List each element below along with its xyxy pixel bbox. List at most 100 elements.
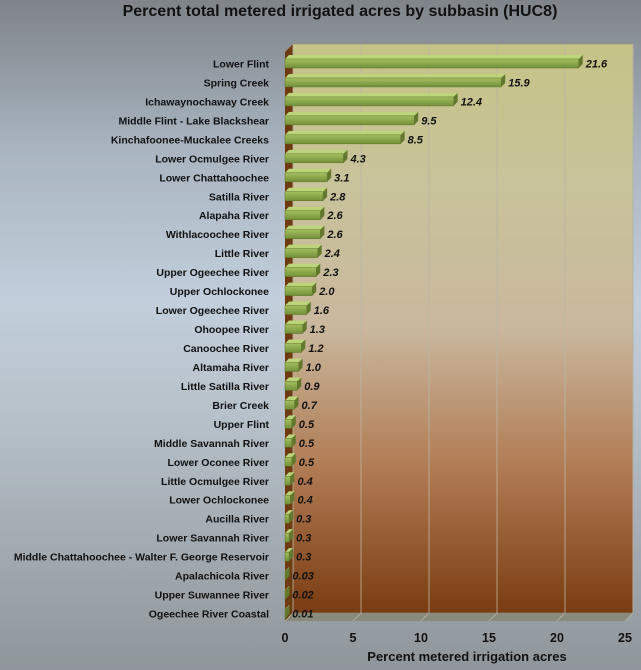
- bar-end: [291, 453, 296, 467]
- category-label: Middle Flint - Lake Blackshear: [118, 115, 269, 127]
- chart-title: Percent total metered irrigated acres by…: [122, 3, 558, 20]
- value-label: 0.4: [297, 495, 312, 507]
- bar-front: [284, 286, 313, 296]
- category-label: Upper Ogeechee River: [156, 267, 269, 279]
- bar-front: [284, 343, 302, 353]
- category-label: Lower Savannah River: [156, 533, 269, 545]
- bar: [284, 130, 405, 145]
- value-label: 15.9: [508, 77, 530, 89]
- bar-top: [285, 567, 290, 572]
- bar-top: [285, 396, 299, 401]
- bar-front: [284, 513, 290, 524]
- category-label: Spring Creek: [204, 77, 270, 89]
- value-label: 2.4: [324, 248, 340, 260]
- bar-top: [285, 301, 311, 306]
- bar: [284, 491, 295, 505]
- bar-end: [501, 73, 506, 87]
- value-label: 3.1: [334, 172, 349, 184]
- bar: [284, 206, 325, 220]
- bar-end: [453, 92, 458, 106]
- bar-front: [284, 191, 324, 201]
- category-label: Lower Chattahoochee: [159, 172, 269, 184]
- category-label: Satilla River: [209, 191, 269, 203]
- category-label: Ohoopee River: [194, 324, 269, 336]
- bar-top: [285, 149, 348, 154]
- bar-top: [285, 282, 317, 287]
- gridline-floor: [488, 612, 498, 622]
- bar-end: [306, 301, 311, 315]
- plot-floor: [285, 613, 633, 621]
- value-label: 1.6: [314, 305, 330, 317]
- bar: [284, 472, 295, 486]
- bar-front: [284, 115, 415, 126]
- bar: [284, 529, 294, 543]
- bar-top: [285, 225, 325, 230]
- value-label: 0.3: [296, 533, 311, 545]
- bar-end: [291, 434, 296, 448]
- category-label: Middle Chattahoochee - Walter F. George …: [14, 552, 269, 564]
- bar-front: [284, 532, 290, 543]
- bar-top: [285, 434, 296, 439]
- bar: [284, 548, 294, 562]
- bar-end: [320, 225, 325, 239]
- value-label: 0.4: [297, 476, 312, 488]
- bar-top: [285, 415, 296, 420]
- x-axis-title: Percent metered irrigation acres: [367, 649, 566, 664]
- bar: [284, 301, 311, 315]
- category-label: Upper Ochlockonee: [170, 286, 269, 298]
- bar-end: [320, 206, 325, 220]
- value-label: 0.7: [302, 400, 318, 412]
- bar: [284, 244, 322, 258]
- bar-end: [323, 187, 328, 201]
- bar-top: [285, 605, 290, 610]
- bar-top: [285, 453, 296, 458]
- gridline-floor: [420, 612, 430, 622]
- x-tick-label: 20: [550, 631, 564, 645]
- bar-front: [284, 324, 303, 334]
- bar-front: [284, 457, 293, 467]
- bar: [284, 434, 296, 448]
- bar-top: [285, 472, 295, 477]
- bar: [284, 586, 290, 600]
- bar-top: [285, 73, 506, 78]
- bar-front: [284, 267, 317, 277]
- bar-front: [284, 570, 286, 581]
- bar-end: [290, 491, 295, 505]
- value-label: 2.6: [326, 229, 343, 241]
- bar-top: [285, 339, 306, 344]
- bar-end: [316, 263, 321, 277]
- bar-top: [285, 130, 405, 135]
- bar: [284, 111, 419, 126]
- bar-top: [285, 320, 307, 325]
- bar-end: [327, 168, 332, 182]
- bar-top: [285, 187, 328, 192]
- bar-top: [285, 92, 458, 97]
- bar-front: [284, 589, 286, 600]
- bar-end: [578, 54, 583, 68]
- bar: [284, 339, 306, 353]
- bar-top: [285, 358, 303, 363]
- bar-top: [285, 168, 332, 173]
- bar-end: [414, 111, 419, 125]
- value-label: 0.5: [299, 419, 315, 431]
- category-label: Altamaha River: [193, 362, 269, 374]
- bar: [284, 263, 321, 277]
- bar-end: [301, 339, 306, 353]
- bar-end: [290, 472, 295, 486]
- bar-top: [285, 244, 322, 249]
- bar-front: [284, 419, 293, 429]
- bar-end: [302, 320, 307, 334]
- category-label: Withlacoochee River: [166, 229, 269, 241]
- bar-top: [285, 263, 321, 268]
- value-label: 1.2: [308, 343, 323, 355]
- x-tick-label: 15: [482, 631, 496, 645]
- bar: [284, 510, 294, 524]
- bar-front: [284, 172, 328, 183]
- bar: [284, 567, 290, 581]
- value-label: 12.4: [461, 96, 482, 108]
- bar-front: [284, 551, 290, 562]
- category-label: Upper Flint: [214, 419, 270, 431]
- value-label: 4.3: [349, 153, 365, 165]
- bar: [284, 54, 583, 69]
- bar: [284, 320, 307, 334]
